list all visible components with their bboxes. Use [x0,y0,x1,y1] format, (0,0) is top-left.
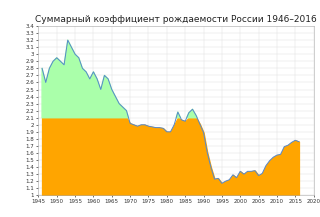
Title: Суммарный коэффициент рождаемости России 1946–2016: Суммарный коэффициент рождаемости России… [35,15,317,24]
